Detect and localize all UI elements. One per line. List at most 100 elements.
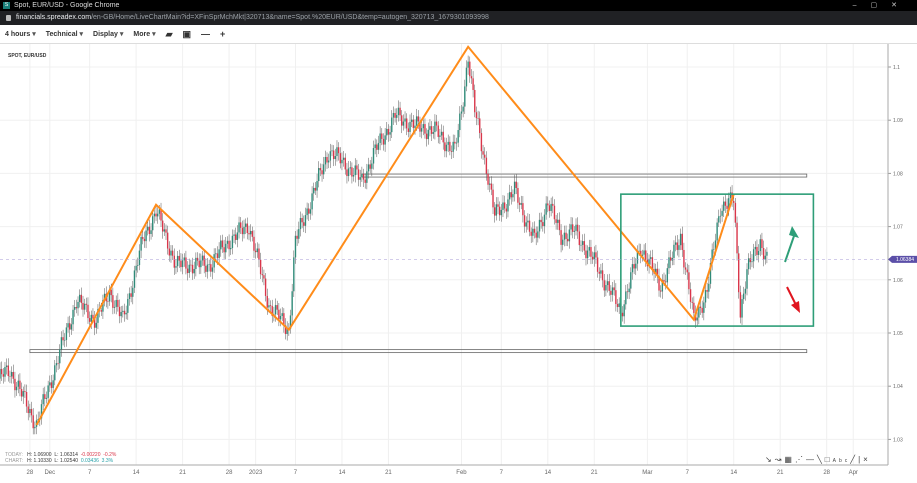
candle [585,250,587,259]
candle [640,250,642,256]
close-icon[interactable]: × [863,455,871,464]
zoom-in-icon[interactable]: + [220,29,226,39]
candle [230,248,232,250]
candle [17,380,19,387]
candle [533,228,536,233]
candle [147,226,149,231]
candle [176,255,179,267]
today-low: L: 1.06314 [54,452,78,458]
y-tick-label: 1.06 [893,278,903,284]
candle [558,219,561,231]
candle [125,312,127,315]
candle [404,118,406,122]
candle [721,210,723,216]
candle [631,264,634,273]
window-controls[interactable]: –▢✕ [852,2,911,9]
display-dropdown[interactable]: Display [93,30,123,38]
candle [69,323,71,330]
candle [332,150,335,160]
candle [650,257,652,259]
candle [593,252,595,260]
candle [55,363,58,366]
candle [414,125,416,128]
rectangle-icon[interactable]: □ [824,455,833,464]
candle [552,203,554,206]
candle [520,203,522,205]
save-icon[interactable]: ▣ [182,28,192,39]
candle [346,169,348,177]
candle [409,121,411,132]
candle [246,223,249,234]
x-tick-label: Dec [44,470,55,476]
candle [52,380,54,388]
price-chart[interactable]: 1.1 1.09 1.08 1.07 1.06 1.05 1.04 1.03 28 Dec 7 14 2… [0,44,917,483]
candle [553,205,556,220]
candle [701,307,703,313]
candle [746,269,748,289]
candle [659,290,662,292]
address-bar[interactable]: financials.spreadex.com/en-GB/Home/LiveC… [0,11,917,25]
vertical-line-icon[interactable]: | [858,455,864,464]
technical-dropdown[interactable]: Technical [46,30,83,38]
candle [480,133,483,152]
candle [394,112,396,118]
candle [588,247,590,251]
candle [663,279,665,282]
candle [374,144,376,149]
candle [225,243,227,253]
candle [67,323,69,328]
last-price-tag [888,255,917,263]
candle [34,426,36,429]
candle [493,207,496,216]
candle [628,288,630,293]
candle [518,202,521,205]
candle [397,107,400,116]
candle [630,272,632,289]
candle [271,305,273,317]
candle [713,249,715,250]
candle [485,157,488,174]
candle [90,314,92,322]
candle [24,391,26,393]
candle [2,374,5,377]
horizontal-line-icon[interactable]: — [805,455,817,464]
app-favicon-icon: S [3,2,10,9]
candle [733,200,735,203]
lock-icon [6,15,11,21]
candle [683,249,685,268]
more-dropdown[interactable]: More [133,30,155,38]
fan-icon[interactable]: ⋰ [794,455,806,464]
candle [454,141,456,144]
candle [152,216,154,231]
candle [442,131,444,143]
curve-icon[interactable]: ↝ [774,455,785,464]
candle [728,198,730,209]
pointer-icon[interactable]: ↘ [765,455,775,464]
x-tick-label: 7 [88,470,92,476]
candle [72,309,74,325]
candle [581,241,584,245]
candle [47,385,49,398]
candle [195,257,197,269]
candle [420,128,423,132]
candle [666,268,669,283]
text-icon[interactable]: Abc [832,458,851,464]
candle [153,213,156,217]
candle [508,192,511,200]
candle [596,257,599,272]
candle [286,328,288,334]
grid-icon[interactable]: ▦ [784,455,795,464]
candle [376,144,378,150]
ray-icon[interactable]: ╱ [850,455,859,464]
candle [366,171,368,183]
candle [719,215,722,217]
interval-dropdown[interactable]: 4 hours [5,30,36,38]
x-tick-label: 7 [500,470,504,476]
candle [145,230,147,242]
trend-line-icon[interactable]: ╲ [816,455,825,464]
last-price-label: 1.06384 [896,257,914,263]
candle [205,265,207,272]
candle [241,227,244,235]
zoom-out-icon[interactable]: — [201,29,211,39]
folder-open-icon[interactable]: ▰ [165,28,173,39]
